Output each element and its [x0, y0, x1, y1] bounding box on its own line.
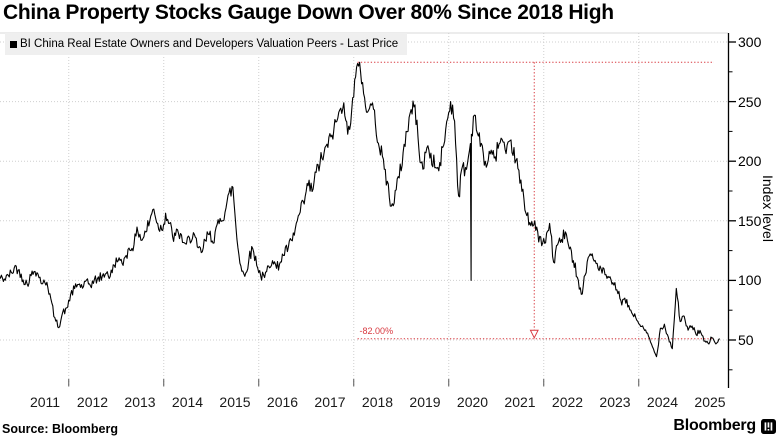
x-tick-label: 2012 — [76, 394, 109, 410]
x-tick-label: 2017 — [314, 394, 346, 410]
page-title: China Property Stocks Gauge Down Over 80… — [3, 1, 614, 24]
bloomberg-mark-icon — [761, 418, 776, 434]
y-tick-label: 100 — [738, 272, 762, 289]
x-tick-label: 2013 — [124, 394, 156, 410]
source-note: Source: Bloomberg — [2, 422, 118, 436]
legend-swatch-icon — [10, 40, 17, 48]
drawdown-annotation-label: -82.00% — [359, 325, 394, 336]
y-tick-label: 300 — [738, 34, 762, 50]
bloomberg-logo: Bloomberg — [673, 417, 776, 435]
y-tick-label: 250 — [738, 93, 762, 110]
x-tick-label: 2025 — [694, 394, 726, 410]
x-tick-label: 2020 — [456, 394, 489, 410]
x-tick-label: 2019 — [409, 394, 441, 410]
x-tick-label: 2016 — [266, 394, 299, 410]
y-tick-label: 50 — [738, 332, 754, 348]
x-tick-label: 2014 — [171, 394, 204, 410]
legend-label: BI China Real Estate Owners and Develope… — [20, 38, 399, 50]
x-tick-label: 2022 — [551, 394, 584, 410]
x-tick-label: 2023 — [599, 394, 631, 410]
bloomberg-wordmark: Bloomberg — [673, 417, 756, 434]
x-tick-label: 2024 — [646, 394, 679, 410]
y-tick-label: 150 — [738, 212, 762, 229]
y-axis-title: Index level — [760, 174, 776, 242]
legend[interactable]: BI China Real Estate Owners and Develope… — [5, 33, 408, 55]
y-tick-label: 200 — [738, 153, 762, 170]
x-tick-label: 2018 — [361, 394, 394, 410]
x-tick-label: 2011 — [29, 394, 61, 410]
x-tick-label: 2015 — [219, 394, 251, 410]
x-tick-label: 2021 — [504, 394, 536, 410]
